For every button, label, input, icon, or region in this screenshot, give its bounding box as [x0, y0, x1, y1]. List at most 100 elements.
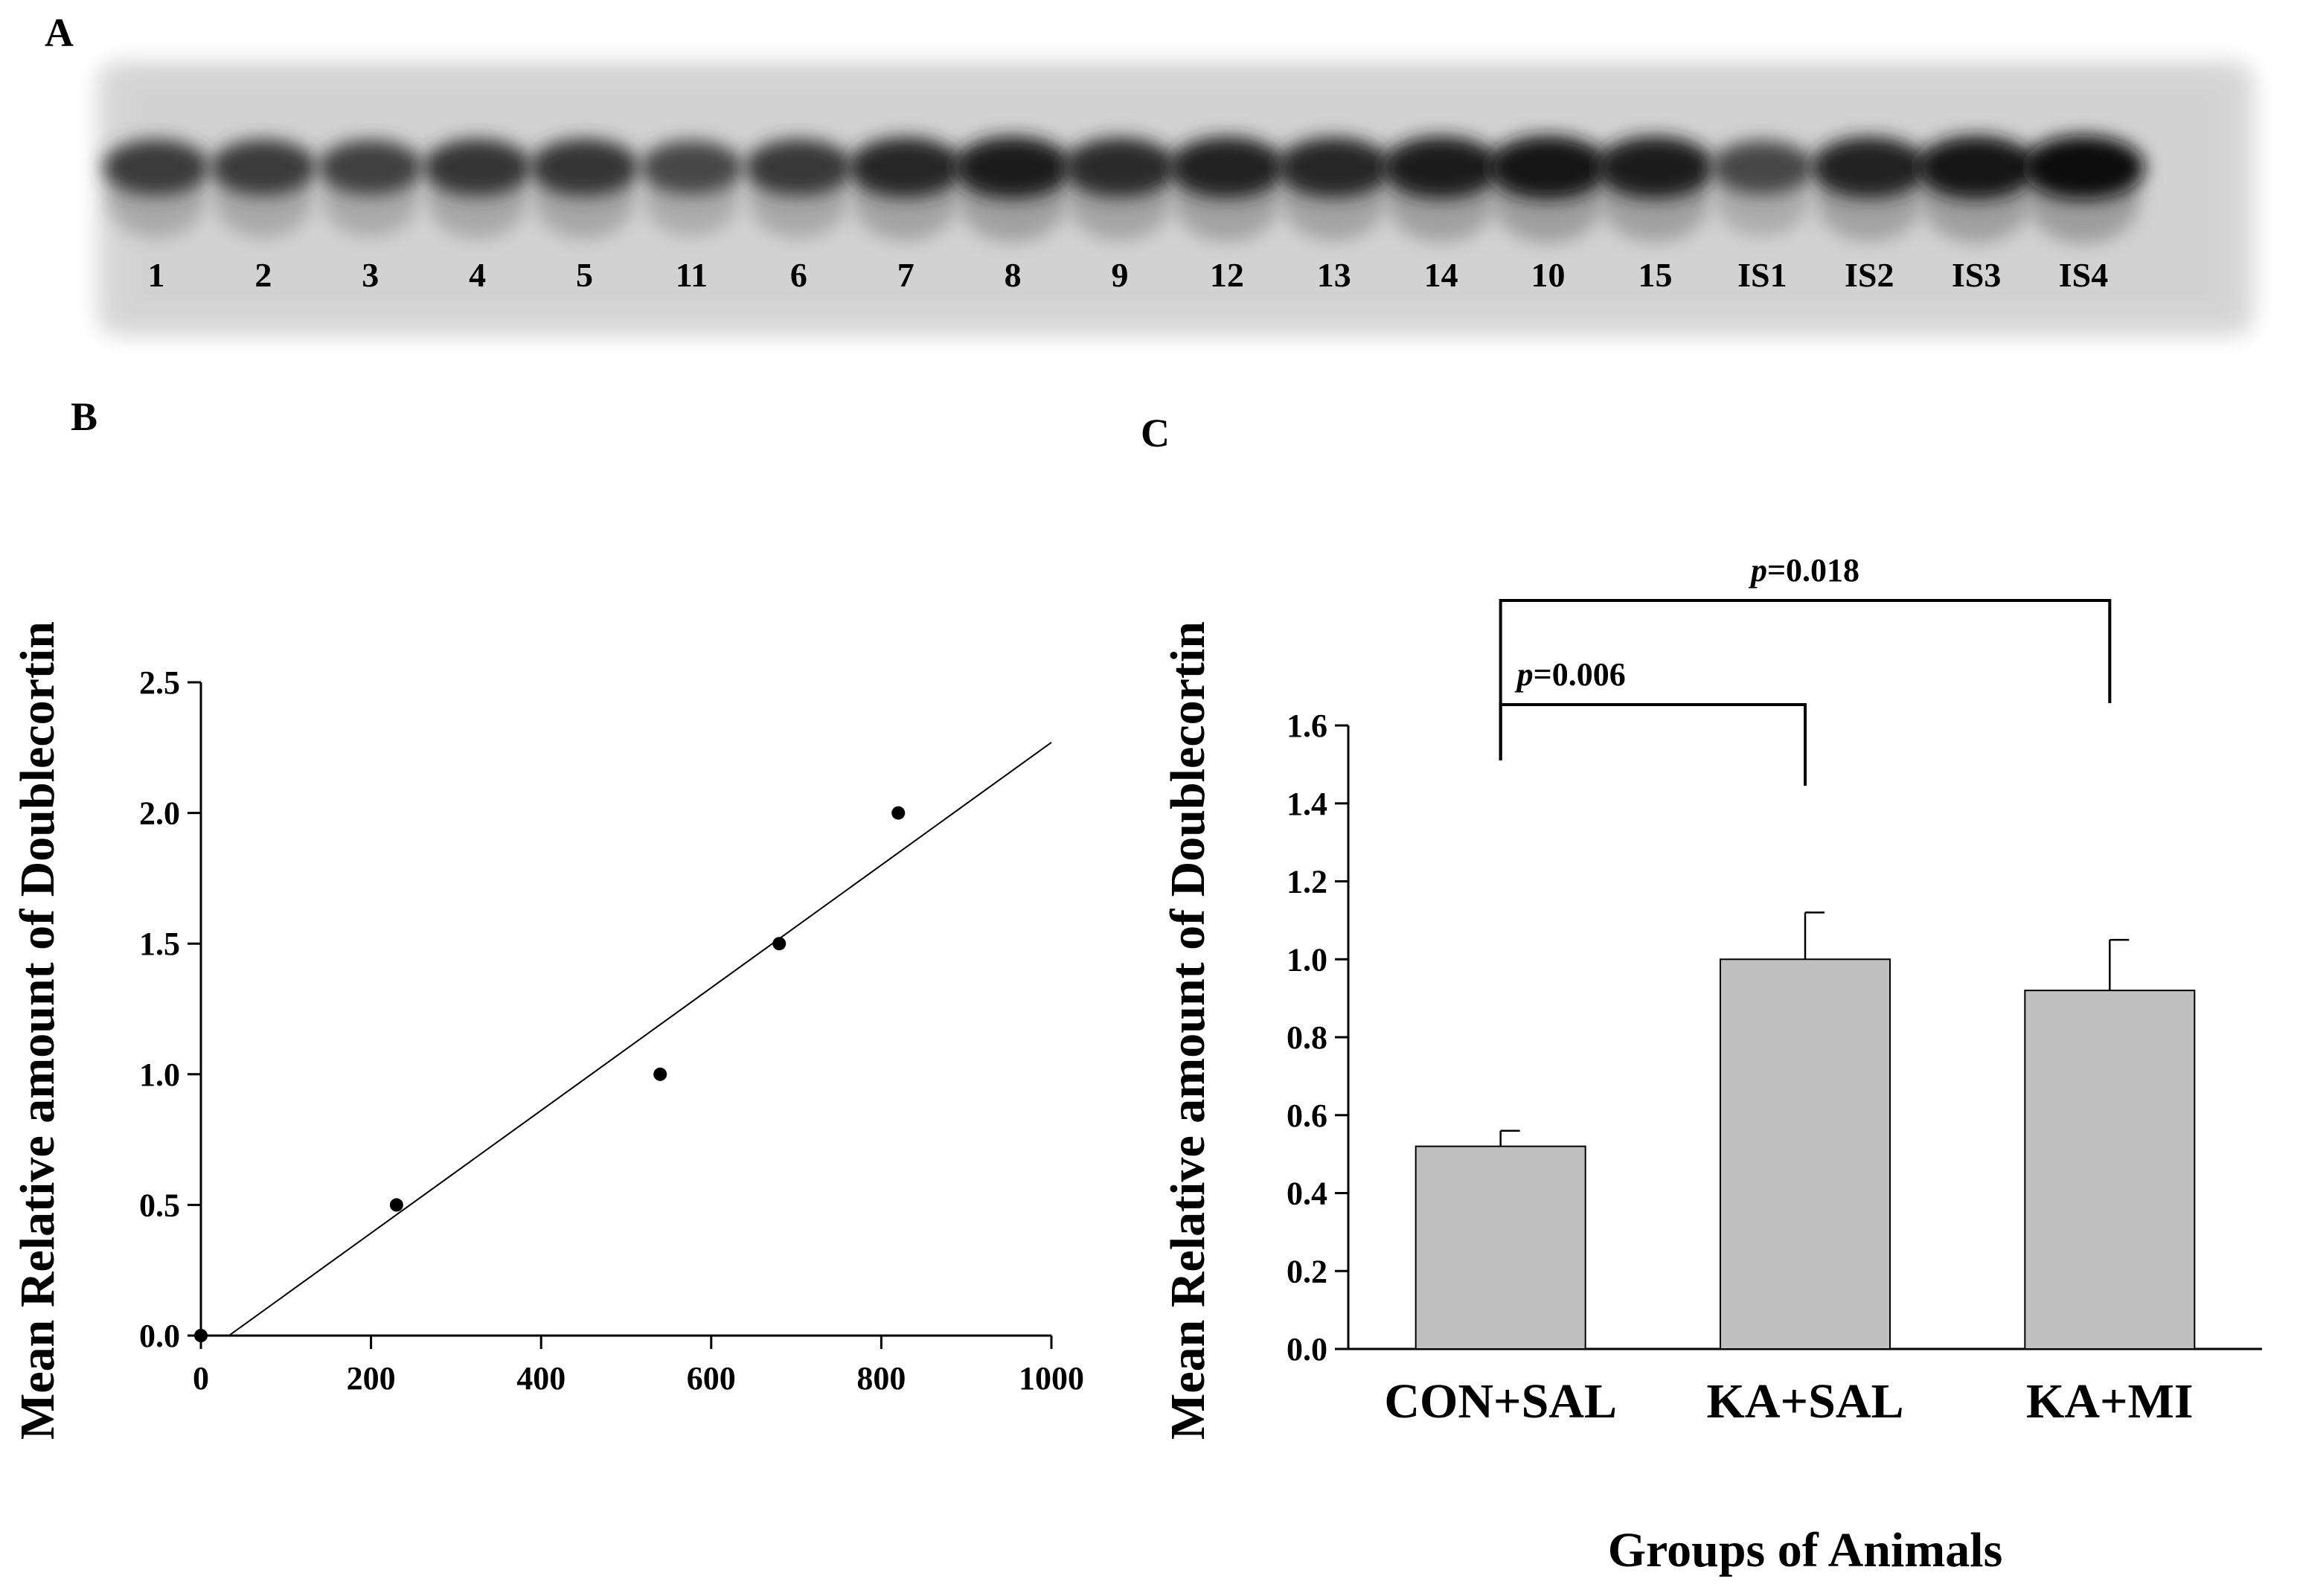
- y-tick-label: 2.5: [139, 664, 180, 701]
- y-tick-label: 1.6: [1287, 708, 1327, 744]
- x-tick-label: 0: [193, 1360, 209, 1397]
- fit-line: [228, 741, 1052, 1336]
- blot-band: [744, 138, 853, 238]
- band-core: [1711, 140, 1814, 195]
- lane-label: 3: [362, 256, 379, 294]
- panel-label-c: C: [1141, 411, 1170, 455]
- category-label: CON+SAL: [1384, 1374, 1617, 1429]
- band-core: [848, 137, 964, 198]
- blot-band: [1915, 135, 2037, 243]
- band-core: [744, 138, 853, 196]
- lane-label: 14: [1424, 256, 1458, 294]
- band-core: [1168, 136, 1286, 199]
- lane-label: 9: [1112, 256, 1129, 294]
- x-tick-label: 1000: [1019, 1360, 1084, 1397]
- blot-band: [1168, 136, 1286, 241]
- y-tick-label: 0.6: [1287, 1097, 1327, 1134]
- category-label: KA+SAL: [1707, 1374, 1904, 1429]
- y-tick-label: 0.4: [1287, 1176, 1327, 1212]
- band-core: [423, 138, 532, 196]
- band-core: [1595, 136, 1715, 199]
- lane-label: 2: [254, 256, 272, 294]
- lane-label: 10: [1531, 256, 1566, 294]
- bar: [1415, 1145, 1586, 1350]
- category-label: KA+MI: [2026, 1374, 2194, 1429]
- band-core: [640, 140, 743, 195]
- y-tick-label: 1.0: [1287, 941, 1327, 978]
- lane-label: IS2: [1845, 256, 1894, 294]
- significance-bracket: [1499, 599, 2112, 760]
- blot-band: [103, 139, 210, 237]
- blot-band: [1487, 135, 1609, 243]
- bar: [2024, 990, 2196, 1350]
- lane-label: 5: [576, 256, 593, 294]
- y-tick-label: 0.0: [1287, 1331, 1327, 1368]
- y-axis-title-c: Mean Relative amount of Doublecortin: [1161, 621, 1215, 1440]
- blot-band: [1810, 136, 1928, 241]
- data-point: [891, 806, 906, 820]
- p-value-label: p=0.018: [1748, 552, 1859, 589]
- western-blot-image: 1 2 3 4 5 11 6 7 8 9 12 13 14 10 15 IS1 IS2 IS3 IS4: [97, 61, 2255, 336]
- lane-label: IS4: [2059, 256, 2108, 294]
- lane-label: 8: [1005, 256, 1022, 294]
- y-tick-label: 0.0: [139, 1318, 180, 1354]
- data-point: [194, 1329, 208, 1342]
- lane-label: IS1: [1737, 256, 1787, 294]
- x-tick-label: 200: [347, 1360, 396, 1397]
- band-core: [529, 138, 640, 196]
- data-point: [772, 937, 787, 951]
- y-tick-label: 0.2: [1287, 1253, 1327, 1289]
- lane-label: 6: [790, 256, 807, 294]
- band-core: [953, 136, 1073, 199]
- group-bar-chart: Mean Relative amount of Doublecortin Gro…: [1161, 552, 2262, 1577]
- band-core: [103, 139, 210, 196]
- blot-band: [953, 136, 1073, 242]
- blot-band: [848, 137, 964, 240]
- y-tick-label: 1.4: [1287, 786, 1327, 822]
- bar: [1720, 958, 1891, 1350]
- blot-band: [1595, 136, 1715, 242]
- panel-label-a: A: [45, 10, 74, 55]
- lane-label: 15: [1638, 256, 1672, 294]
- blot-band: [1381, 136, 1501, 242]
- blot-band: [423, 138, 532, 238]
- data-point: [653, 1067, 667, 1081]
- blot-band: [1711, 140, 1814, 236]
- band-core: [1276, 137, 1392, 198]
- blot-band: [640, 140, 743, 236]
- y-tick-label: 1.0: [139, 1057, 180, 1093]
- x-axis-title-c: Groups of Animals: [1608, 1523, 2003, 1577]
- band-core: [1915, 135, 2037, 199]
- band-core: [1487, 135, 1609, 199]
- y-tick-label: 0.5: [139, 1187, 180, 1223]
- lane-label: 12: [1210, 256, 1244, 294]
- lane-label: 13: [1317, 256, 1351, 294]
- band-core: [318, 140, 423, 195]
- blot-band: [529, 138, 640, 239]
- y-tick-label: 1.5: [139, 926, 180, 962]
- significance-bracket: [1499, 703, 1807, 786]
- band-core: [1810, 136, 1928, 199]
- band-core: [1381, 136, 1501, 199]
- data-point: [389, 1198, 403, 1212]
- p-value-label: p=0.006: [1514, 656, 1626, 693]
- blot-band: [1063, 137, 1177, 240]
- lane-label: 1: [148, 256, 165, 294]
- blot-band: [210, 139, 317, 237]
- lane-label: 7: [897, 256, 914, 294]
- lane-label: IS3: [1952, 256, 2001, 294]
- blot-band: [1276, 137, 1392, 240]
- y-tick-label: 2.0: [139, 795, 180, 832]
- blot-band: [2022, 135, 2145, 243]
- x-tick-label: 600: [687, 1360, 736, 1397]
- x-tick-label: 800: [856, 1360, 906, 1397]
- band-core: [2022, 135, 2145, 200]
- y-tick-label: 0.8: [1287, 1019, 1327, 1056]
- band-core: [1063, 137, 1177, 198]
- lane-label: 11: [676, 256, 708, 294]
- y-axis-title-b: Mean Relative amount of Doublecortin: [10, 621, 65, 1440]
- band-core: [210, 139, 317, 196]
- y-tick-label: 1.2: [1287, 864, 1327, 900]
- lane-label: 4: [469, 256, 486, 294]
